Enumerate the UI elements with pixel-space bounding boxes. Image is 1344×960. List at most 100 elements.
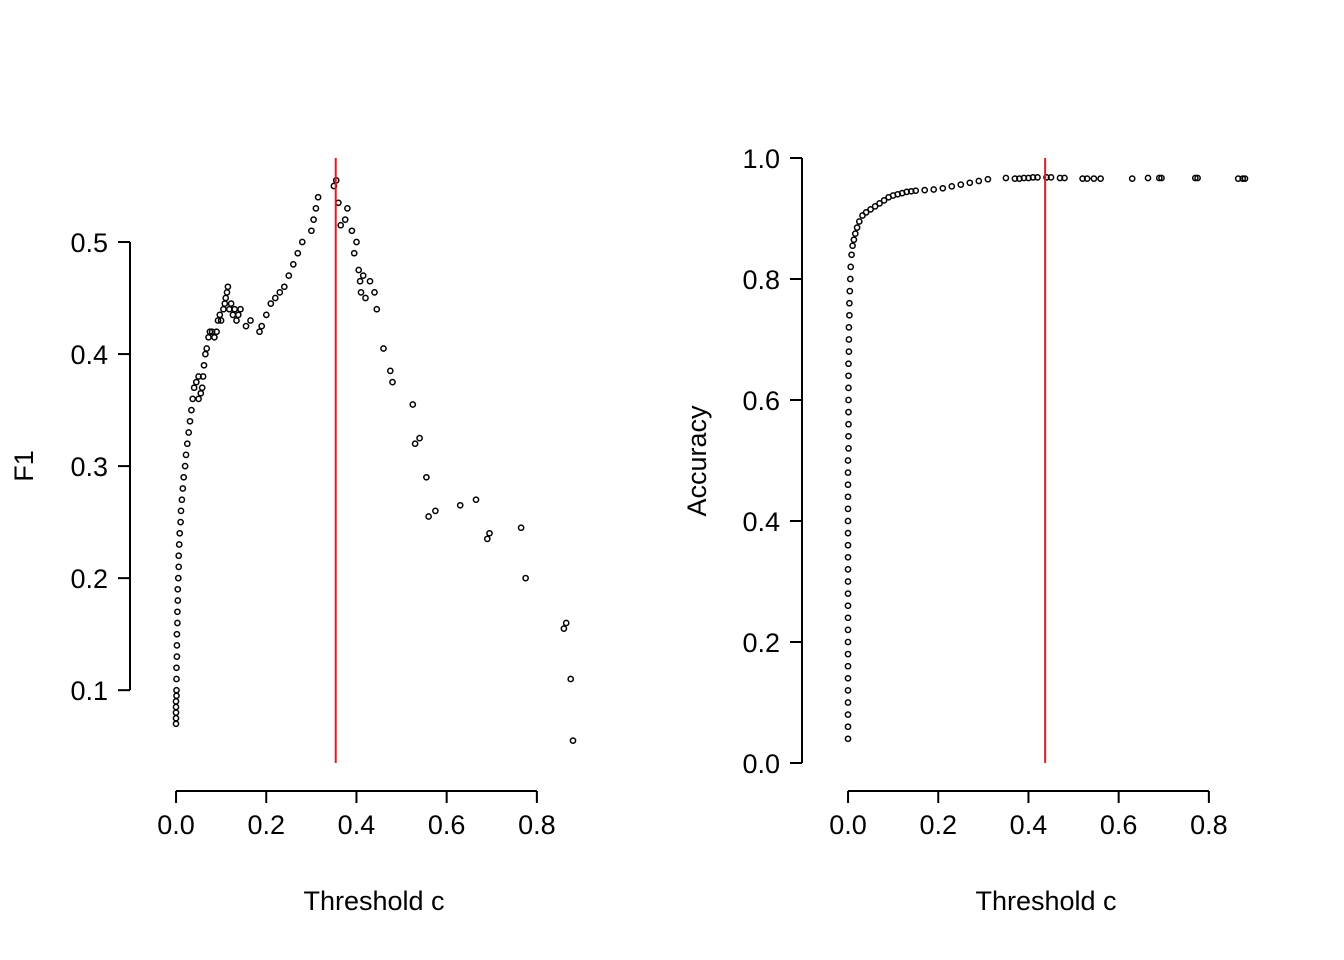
f1-data-point: [233, 317, 240, 324]
f1-data-point: [175, 552, 183, 560]
accuracy-data-point: [845, 324, 853, 331]
f1-data-point: [289, 261, 297, 268]
f1-data-point: [560, 625, 568, 632]
accuracy-x-axis-title: Threshold c: [975, 886, 1116, 916]
f1-data-point: [247, 317, 254, 324]
accuracy-x-tick-label: 0.2: [919, 810, 957, 840]
f1-data-point: [432, 507, 439, 515]
f1-data-point: [172, 720, 180, 728]
f1-data-point: [173, 642, 181, 649]
accuracy-data-point: [880, 197, 888, 204]
f1-data-point: [190, 384, 198, 392]
f1-data-point: [173, 630, 181, 638]
f1-data-point: [223, 289, 231, 296]
f1-data-point: [567, 675, 575, 683]
accuracy-x-tick-label: 0.6: [1100, 810, 1138, 840]
accuracy-data-point: [844, 529, 852, 537]
accuracy-data-point: [846, 311, 853, 319]
f1-data-point: [237, 305, 244, 313]
f1-data-point: [182, 451, 190, 459]
f1-data-point: [423, 473, 430, 481]
f1-data-point: [197, 389, 205, 397]
accuracy-data-point: [844, 602, 852, 610]
accuracy-y-tick-label: 0.2: [742, 628, 780, 658]
accuracy-data-point: [1083, 175, 1091, 182]
f1-points: [172, 177, 577, 744]
accuracy-data-point: [844, 650, 852, 658]
accuracy-data-point: [1155, 174, 1163, 182]
f1-data-point: [179, 485, 187, 492]
accuracy-data-point: [844, 590, 852, 597]
f1-data-point: [280, 283, 288, 291]
f1-data-point: [173, 692, 180, 700]
accuracy-data-point: [844, 481, 852, 489]
f1-data-point: [486, 529, 493, 537]
f1-data-point: [373, 305, 381, 313]
accuracy-x-ticks: 0.0 0.2 0.4 0.6 0.8: [829, 791, 1228, 840]
accuracy-data-point: [921, 186, 929, 194]
accuracy-data-point: [844, 711, 852, 718]
accuracy-data-point: [855, 218, 863, 225]
f1-data-point: [176, 529, 184, 537]
f1-data-point: [389, 378, 396, 386]
f1-data-point: [357, 289, 365, 296]
f1-x-tick-label: 0.2: [247, 810, 285, 840]
f1-data-point: [216, 311, 224, 319]
accuracy-data-point: [876, 200, 883, 207]
accuracy-data-point: [1034, 174, 1041, 181]
f1-data-point: [380, 345, 387, 352]
f1-x-tick-label: 0.4: [338, 810, 376, 840]
f1-data-point: [355, 266, 363, 274]
f1-data-point: [348, 227, 356, 235]
f1-data-point: [416, 434, 423, 442]
accuracy-data-point: [1097, 175, 1104, 182]
f1-data-point: [203, 345, 211, 352]
f1-data-point: [177, 518, 184, 526]
f1-data-point: [350, 249, 358, 257]
f1-data-point: [231, 305, 239, 313]
accuracy-data-point: [845, 372, 852, 380]
accuracy-data-point: [845, 360, 852, 368]
f1-data-point: [192, 378, 200, 386]
accuracy-data-point: [845, 348, 853, 355]
f1-data-point: [221, 300, 229, 307]
accuracy-data-point: [1047, 174, 1055, 181]
f1-data-point: [186, 417, 194, 425]
f1-data-point: [183, 440, 191, 448]
accuracy-data-point: [844, 553, 852, 561]
f1-data-point: [188, 406, 195, 414]
f1-data-point: [276, 289, 284, 296]
f1-data-point: [225, 305, 233, 313]
accuracy-data-point: [1241, 175, 1249, 182]
f1-y-tick-label: 0.5: [70, 228, 108, 258]
f1-data-point: [409, 401, 417, 408]
f1-x-tick-label: 0.6: [428, 810, 466, 840]
f1-data-point: [175, 563, 183, 571]
accuracy-data-point: [845, 396, 852, 404]
accuracy-data-point: [1158, 174, 1165, 182]
f1-x-tick-label: 0.0: [157, 810, 195, 840]
f1-data-point: [173, 664, 180, 672]
accuracy-data-point: [846, 287, 854, 295]
f1-data-point: [172, 714, 180, 722]
f1-y-axis-title: F1: [9, 450, 39, 482]
accuracy-data-point: [844, 699, 852, 706]
accuracy-data-point: [1090, 175, 1098, 182]
f1-data-point: [262, 311, 270, 319]
accuracy-data-point: [850, 236, 858, 244]
accuracy-data-point: [1239, 175, 1247, 182]
f1-y-tick-label: 0.3: [70, 452, 108, 482]
f1-data-point: [181, 462, 189, 470]
f1-data-point: [175, 541, 183, 548]
accuracy-data-point: [844, 457, 852, 464]
f1-data-point: [298, 238, 306, 246]
f1-data-point: [178, 496, 186, 504]
f1-y-ticks: 0.1 0.2 0.3 0.4 0.5: [70, 228, 130, 706]
f1-data-point: [174, 574, 182, 582]
accuracy-data-point: [975, 177, 983, 185]
accuracy-data-point: [844, 723, 852, 731]
f1-data-point: [220, 305, 227, 313]
f1-data-point: [174, 597, 182, 604]
f1-data-point: [359, 272, 367, 279]
accuracy-data-point: [912, 187, 920, 195]
